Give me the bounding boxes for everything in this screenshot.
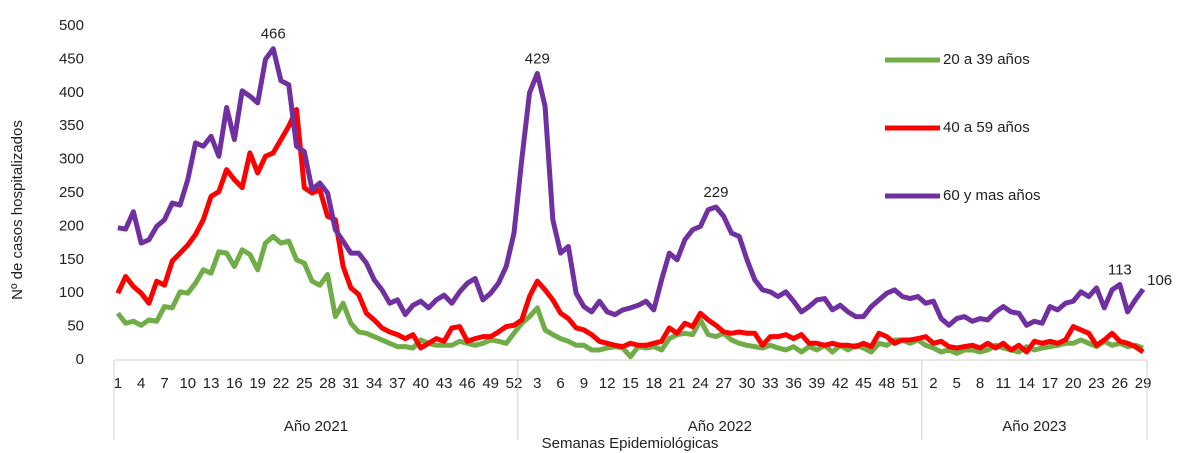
x-tick-label: 36: [785, 375, 802, 392]
series-line: [115, 233, 1144, 360]
x-tick-label: 18: [645, 375, 662, 392]
x-tick-label: 34: [366, 375, 383, 392]
x-tick-label: 24: [692, 375, 709, 392]
data-label: 229: [703, 184, 728, 201]
x-tick-label: 25: [296, 375, 313, 392]
x-tick-label: 46: [459, 375, 476, 392]
x-tick-label: 37: [389, 375, 406, 392]
y-tick-label: 350: [59, 117, 84, 134]
x-tick-label: 49: [482, 375, 499, 392]
x-tick-label: 8: [976, 375, 984, 392]
y-tick-label: 400: [59, 84, 84, 101]
x-tick-label: 48: [878, 375, 895, 392]
y-tick-label: 100: [59, 284, 84, 301]
x-axis-title: Semanas Epidemiológicas: [542, 435, 719, 452]
x-tick-label: 21: [669, 375, 686, 392]
x-tick-label: 22: [273, 375, 290, 392]
x-tick-label: 45: [855, 375, 872, 392]
x-tick-label: 40: [412, 375, 429, 392]
series-line: [117, 46, 1146, 328]
legend-label: 20 a 39 años: [943, 51, 1030, 68]
x-tick-label: 17: [1042, 375, 1059, 392]
data-label: 113: [1108, 261, 1132, 278]
y-axis-title: Nº de casos hospitalizados: [9, 120, 26, 300]
x-tick-label: 19: [249, 375, 266, 392]
x-tick-label: 2: [929, 375, 937, 392]
y-tick-label: 150: [59, 251, 84, 268]
x-tick-label: 51: [902, 375, 919, 392]
x-tick-label: 11: [996, 375, 1012, 392]
x-tick-label: 10: [179, 375, 196, 392]
x-tick-label: 5: [953, 375, 961, 392]
x-tick-label: 43: [436, 375, 453, 392]
y-tick-label: 0: [76, 351, 84, 368]
x-tick-label: 52: [506, 375, 523, 392]
x-tick-label: 12: [599, 375, 616, 392]
y-tick-label: 50: [67, 318, 84, 335]
series-line: [115, 107, 1145, 355]
legend-label: 40 a 59 años: [943, 119, 1030, 136]
x-tick-label: 29: [1135, 375, 1152, 392]
x-tick-label: 20: [1065, 375, 1082, 392]
data-label: 466: [261, 26, 286, 43]
x-tick-label: 42: [832, 375, 849, 392]
data-label: 106: [1147, 272, 1172, 289]
x-tick-label: 15: [622, 375, 639, 392]
group-label: Año 2023: [1002, 418, 1066, 435]
data-label: 429: [525, 50, 550, 67]
x-tick-label: 30: [739, 375, 756, 392]
x-tick-label: 13: [203, 375, 220, 392]
y-tick-label: 450: [59, 50, 84, 67]
x-tick-label: 7: [160, 375, 168, 392]
group-label: Año 2021: [284, 418, 348, 435]
y-tick-label: 300: [59, 151, 84, 168]
x-tick-label: 31: [343, 375, 360, 392]
x-tick-label: 28: [319, 375, 336, 392]
y-tick-label: 500: [59, 17, 84, 34]
x-tick-label: 14: [1018, 375, 1035, 392]
x-tick-label: 9: [580, 375, 588, 392]
x-tick-label: 3: [533, 375, 541, 392]
y-tick-label: 250: [59, 184, 84, 201]
x-tick-label: 23: [1088, 375, 1105, 392]
group-label: Año 2022: [688, 418, 752, 435]
y-tick-label: 200: [59, 217, 84, 234]
x-tick-label: 26: [1111, 375, 1128, 392]
x-tick-label: 6: [556, 375, 564, 392]
x-tick-label: 4: [137, 375, 145, 392]
x-tick-label: 16: [226, 375, 243, 392]
x-tick-label: 39: [809, 375, 826, 392]
legend-label: 60 y mas años: [943, 187, 1041, 204]
x-tick-label: 1: [114, 375, 122, 392]
x-tick-label: 27: [715, 375, 732, 392]
x-tick-label: 33: [762, 375, 779, 392]
